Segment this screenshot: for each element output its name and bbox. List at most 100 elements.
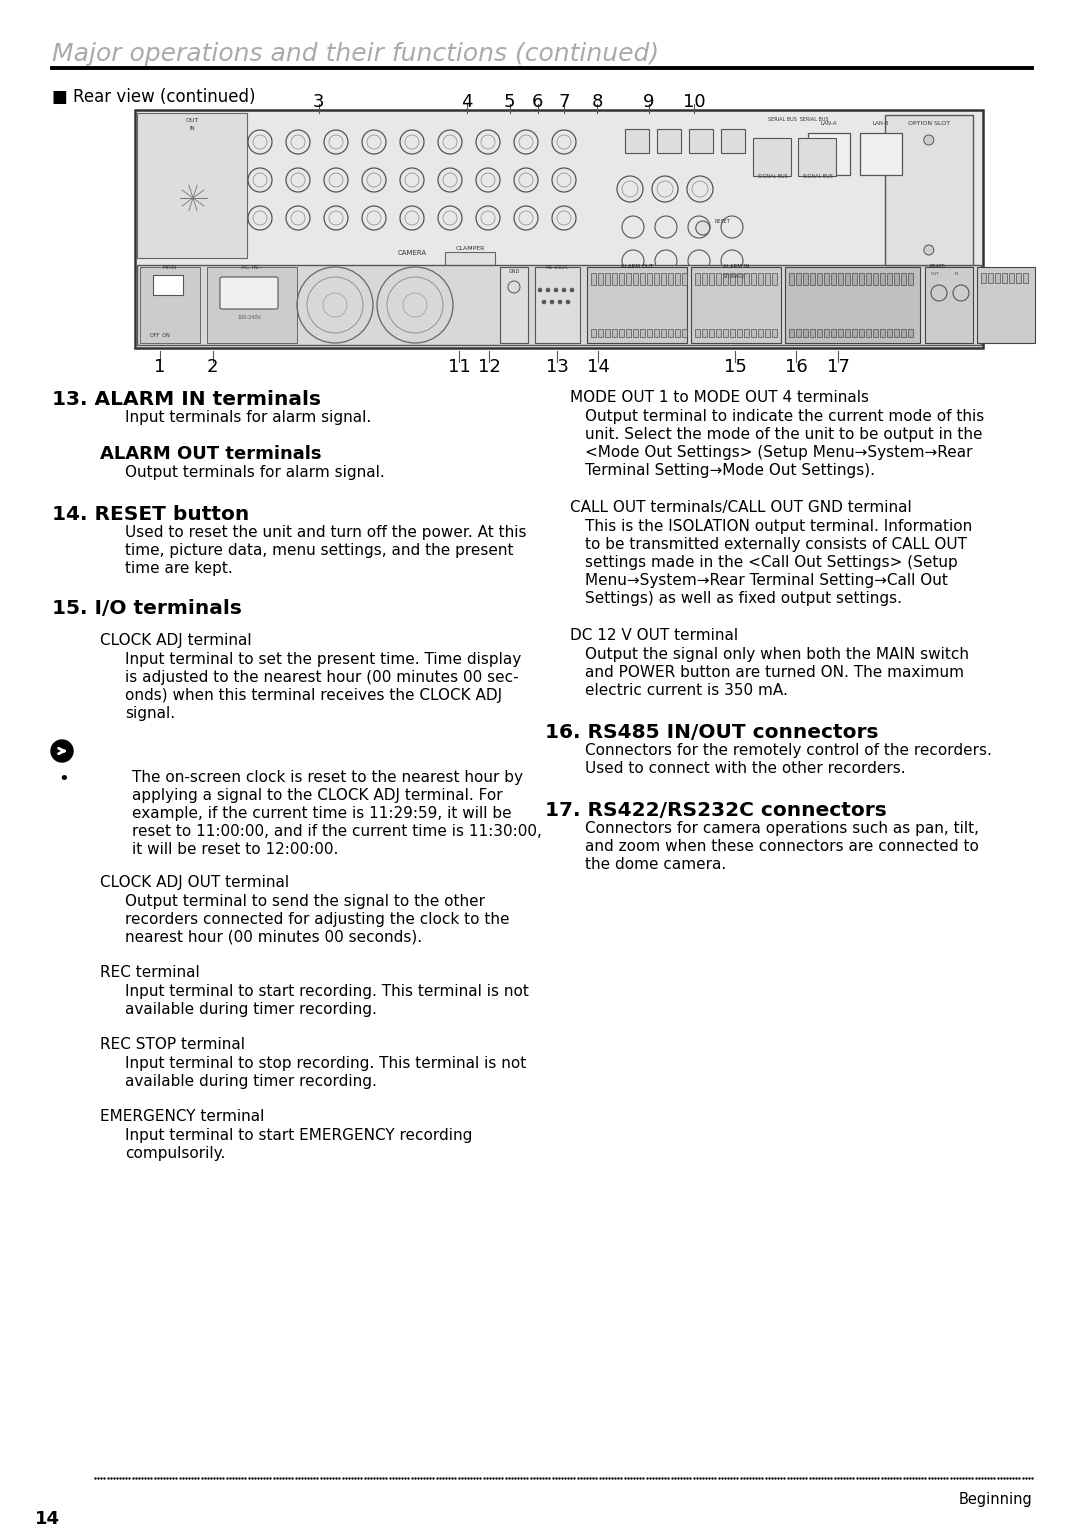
FancyBboxPatch shape	[810, 329, 815, 338]
FancyBboxPatch shape	[804, 329, 808, 338]
FancyBboxPatch shape	[981, 274, 986, 283]
Text: 13. ALARM IN terminals: 13. ALARM IN terminals	[52, 390, 321, 410]
Text: Input terminal to start EMERGENCY recording: Input terminal to start EMERGENCY record…	[125, 1128, 472, 1143]
Text: IN: IN	[955, 272, 959, 277]
Circle shape	[923, 134, 934, 145]
FancyBboxPatch shape	[681, 274, 687, 286]
FancyBboxPatch shape	[669, 274, 673, 286]
FancyBboxPatch shape	[789, 329, 794, 338]
FancyBboxPatch shape	[772, 274, 777, 286]
Text: Connectors for the remotely control of the recorders.: Connectors for the remotely control of t…	[585, 743, 991, 758]
Circle shape	[546, 287, 550, 292]
FancyBboxPatch shape	[838, 274, 843, 286]
Text: Output terminal to send the signal to the other: Output terminal to send the signal to th…	[125, 894, 485, 909]
Text: OFF  ON: OFF ON	[150, 333, 170, 338]
FancyBboxPatch shape	[758, 274, 762, 286]
Text: LAN-B: LAN-B	[873, 121, 889, 125]
Text: Output terminals for alarm signal.: Output terminals for alarm signal.	[125, 465, 384, 480]
FancyBboxPatch shape	[880, 329, 885, 338]
FancyBboxPatch shape	[885, 115, 973, 264]
Text: reset to 11:00:00, and if the current time is 11:30:00,: reset to 11:00:00, and if the current ti…	[132, 824, 542, 839]
Text: the dome camera.: the dome camera.	[585, 857, 726, 872]
FancyBboxPatch shape	[810, 274, 815, 286]
FancyBboxPatch shape	[153, 275, 183, 295]
FancyBboxPatch shape	[535, 267, 580, 342]
Text: REC terminal: REC terminal	[100, 966, 200, 979]
Text: SERIAL BUS  SERIAL BUS: SERIAL BUS SERIAL BUS	[768, 118, 828, 122]
Text: it will be reset to 12:00:00.: it will be reset to 12:00:00.	[132, 842, 338, 857]
Circle shape	[558, 299, 562, 304]
FancyBboxPatch shape	[716, 329, 721, 338]
FancyBboxPatch shape	[654, 329, 659, 338]
Text: RESET: RESET	[715, 219, 730, 225]
Text: and zoom when these connectors are connected to: and zoom when these connectors are conne…	[585, 839, 978, 854]
Text: 8: 8	[592, 93, 603, 112]
FancyBboxPatch shape	[137, 113, 247, 258]
Text: ALARM OUT: ALARM OUT	[621, 264, 653, 269]
Text: Input terminal to stop recording. This terminal is not: Input terminal to stop recording. This t…	[125, 1056, 526, 1071]
Text: time, picture data, menu settings, and the present: time, picture data, menu settings, and t…	[125, 542, 513, 558]
Text: MAIN: MAIN	[163, 264, 177, 270]
FancyBboxPatch shape	[730, 274, 735, 286]
FancyBboxPatch shape	[873, 329, 878, 338]
FancyBboxPatch shape	[1023, 274, 1028, 283]
Text: 14: 14	[35, 1510, 60, 1528]
Text: nearest hour (00 minutes 00 seconds).: nearest hour (00 minutes 00 seconds).	[125, 931, 422, 944]
FancyBboxPatch shape	[445, 252, 495, 270]
FancyBboxPatch shape	[894, 274, 899, 286]
Text: Terminal Setting→Mode Out Settings).: Terminal Setting→Mode Out Settings).	[585, 463, 875, 478]
FancyBboxPatch shape	[753, 138, 791, 176]
FancyBboxPatch shape	[661, 274, 666, 286]
FancyBboxPatch shape	[633, 274, 638, 286]
FancyBboxPatch shape	[669, 329, 673, 338]
FancyBboxPatch shape	[908, 274, 913, 286]
Text: AC IN~: AC IN~	[241, 264, 264, 270]
Text: 11: 11	[447, 358, 471, 376]
FancyBboxPatch shape	[831, 329, 836, 338]
FancyBboxPatch shape	[691, 267, 781, 342]
Circle shape	[538, 287, 542, 292]
FancyBboxPatch shape	[612, 329, 617, 338]
FancyBboxPatch shape	[845, 274, 850, 286]
Text: 12: 12	[477, 358, 501, 376]
FancyBboxPatch shape	[831, 274, 836, 286]
FancyBboxPatch shape	[988, 274, 993, 283]
FancyBboxPatch shape	[845, 329, 850, 338]
Circle shape	[51, 740, 73, 762]
FancyBboxPatch shape	[626, 274, 631, 286]
Text: Major operations and their functions (continued): Major operations and their functions (co…	[52, 41, 659, 66]
FancyBboxPatch shape	[654, 274, 659, 286]
Text: 16: 16	[784, 358, 808, 376]
FancyBboxPatch shape	[772, 329, 777, 338]
Text: OUT: OUT	[186, 118, 199, 122]
FancyBboxPatch shape	[591, 274, 596, 286]
FancyBboxPatch shape	[995, 274, 1000, 283]
Text: ALARM OUT terminals: ALARM OUT terminals	[100, 445, 322, 463]
Circle shape	[923, 244, 934, 255]
FancyBboxPatch shape	[681, 329, 687, 338]
FancyBboxPatch shape	[723, 274, 728, 286]
FancyBboxPatch shape	[140, 267, 200, 342]
Text: The on-screen clock is reset to the nearest hour by: The on-screen clock is reset to the near…	[132, 770, 523, 785]
FancyBboxPatch shape	[721, 128, 745, 153]
FancyBboxPatch shape	[689, 128, 713, 153]
FancyBboxPatch shape	[661, 329, 666, 338]
FancyBboxPatch shape	[852, 329, 858, 338]
Text: to be transmitted externally consists of CALL OUT: to be transmitted externally consists of…	[585, 536, 967, 552]
Text: OPTION SLOT: OPTION SLOT	[907, 121, 950, 125]
Circle shape	[542, 299, 546, 304]
Text: This is the ISOLATION output terminal. Information: This is the ISOLATION output terminal. I…	[585, 520, 972, 533]
Circle shape	[566, 299, 570, 304]
Text: settings made in the <Call Out Settings> (Setup: settings made in the <Call Out Settings>…	[585, 555, 958, 570]
FancyBboxPatch shape	[640, 274, 645, 286]
FancyBboxPatch shape	[744, 329, 750, 338]
FancyBboxPatch shape	[908, 329, 913, 338]
Text: Input terminal to start recording. This terminal is not: Input terminal to start recording. This …	[125, 984, 529, 999]
Text: example, if the current time is 11:29:59, it will be: example, if the current time is 11:29:59…	[132, 805, 512, 821]
Text: 4: 4	[461, 93, 472, 112]
FancyBboxPatch shape	[744, 274, 750, 286]
Text: Input terminal to set the present time. Time display: Input terminal to set the present time. …	[125, 652, 522, 668]
FancyBboxPatch shape	[816, 274, 822, 286]
FancyBboxPatch shape	[765, 274, 770, 286]
FancyBboxPatch shape	[804, 274, 808, 286]
